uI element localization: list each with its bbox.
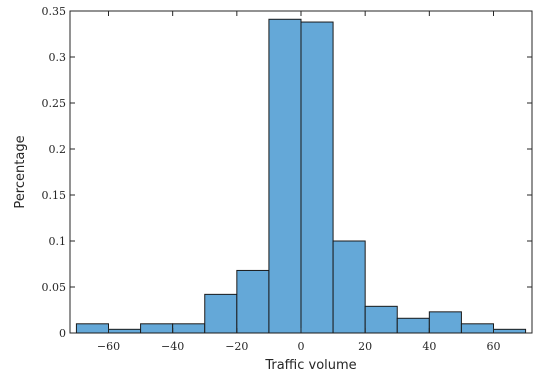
histogram-bar <box>364 305 398 334</box>
x-tick-label: 40 <box>422 340 436 353</box>
x-tick-label: −20 <box>225 340 248 353</box>
bars-group <box>75 18 527 334</box>
y-tick-label: 0.35 <box>42 5 67 18</box>
y-tick-label: 0.3 <box>49 51 67 64</box>
y-tick-label: 0.25 <box>42 97 67 110</box>
histogram-bar <box>236 269 270 334</box>
histogram-bar <box>428 311 462 334</box>
y-tick-label: 0.1 <box>49 235 67 248</box>
histogram-bar <box>204 293 238 334</box>
y-tick-label: 0.15 <box>42 189 67 202</box>
histogram-bar <box>396 317 430 334</box>
x-axis-ticks: −60 −40 −20 0 20 40 60 <box>97 11 501 353</box>
histogram-bar <box>75 323 109 334</box>
histogram-bar <box>108 328 142 334</box>
histogram-bar <box>172 323 206 334</box>
histogram-bar <box>268 18 302 334</box>
x-tick-label: 60 <box>487 340 501 353</box>
x-axis-title: Traffic volume <box>264 358 356 373</box>
x-tick-label: −40 <box>161 340 184 353</box>
histogram-bar <box>300 21 334 334</box>
y-tick-label: 0.05 <box>42 281 67 294</box>
y-tick-label: 0 <box>59 327 66 340</box>
y-axis-title: Percentage <box>13 135 28 208</box>
y-tick-label: 0.2 <box>49 143 67 156</box>
histogram-bar <box>332 240 366 334</box>
histogram-bar <box>460 323 494 334</box>
x-tick-label: −60 <box>97 340 120 353</box>
histogram-bar <box>140 323 174 334</box>
x-tick-label: 20 <box>358 340 372 353</box>
histogram-bar <box>493 328 527 334</box>
x-tick-label: 0 <box>298 340 305 353</box>
y-axis-ticks: 0 0.05 0.1 0.15 0.2 0.25 0.3 0.35 <box>42 5 532 340</box>
